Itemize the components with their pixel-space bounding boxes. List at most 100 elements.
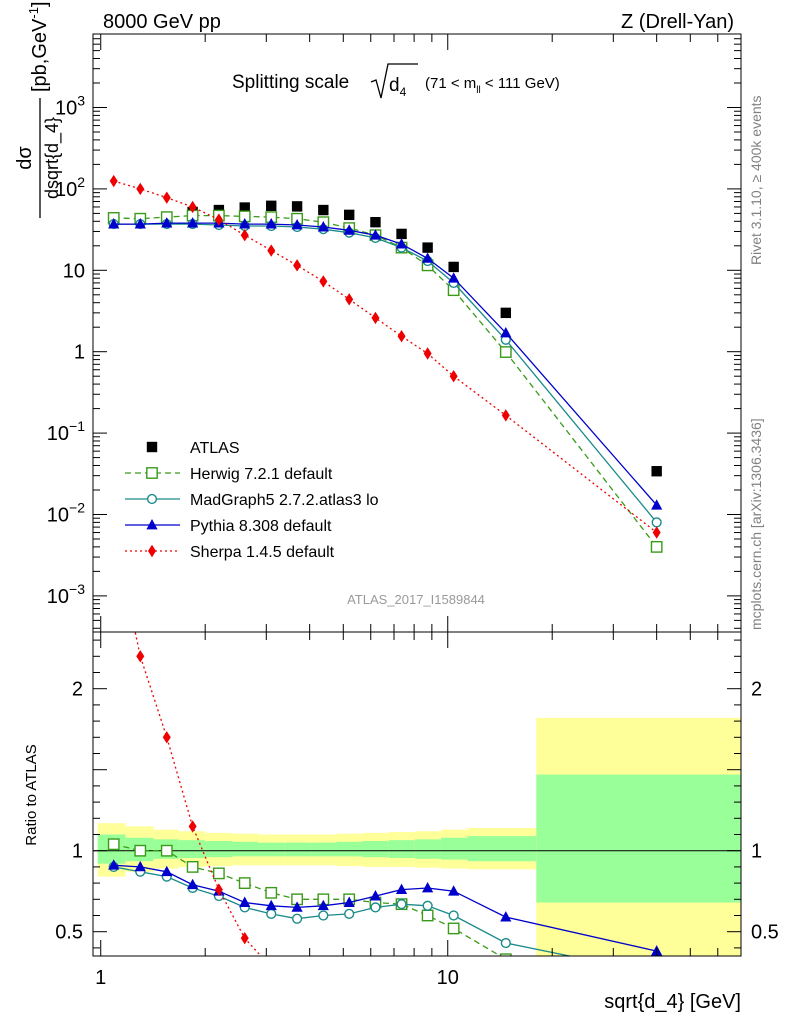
y-tick-label: 103	[55, 93, 85, 120]
ratio-point-3-11	[398, 998, 406, 1010]
main-point-1-15	[650, 540, 663, 553]
band-inner-11	[388, 840, 415, 858]
main-point-4-4	[214, 213, 223, 226]
ratio-y-tick-labels: 0.5 0.5 1 1 2 2	[55, 679, 779, 944]
ratio-point-1-11	[396, 899, 407, 910]
ratio-point-0-13	[447, 922, 460, 935]
ratio-point-2-7	[291, 901, 303, 912]
ratio-point-1-10	[370, 902, 381, 913]
main-point-4-3	[188, 200, 197, 214]
main-point-2-15	[651, 517, 662, 528]
ratio-y-tick-label-left: 0.5	[55, 922, 83, 944]
main-line-2	[113, 223, 658, 523]
y-tick-label: 1	[74, 342, 85, 364]
ratio-point-3-12	[424, 998, 432, 1010]
main-point-0-11	[396, 228, 407, 240]
ratio-point-3-6	[267, 961, 275, 973]
ratio-point-0-3	[186, 861, 199, 873]
ratio-point-3-4	[214, 883, 223, 896]
main-point-0-15	[651, 466, 662, 477]
main-y-tick-labels: 10−3 10−2 10−1 1 10 102 103	[47, 93, 85, 608]
main-point-4-1	[136, 182, 145, 196]
main-point-4-5	[240, 228, 249, 242]
ratio-line-1	[113, 866, 573, 956]
ratio-point-0-2	[160, 844, 173, 857]
main-point-3-0	[108, 218, 120, 229]
ratio-y-tick-label-left: 1	[72, 841, 83, 863]
main-point-4-7	[293, 259, 302, 272]
band-inner-15	[536, 774, 741, 903]
plot-title-cut: (71 < mll < 111 GeV)	[425, 75, 560, 96]
plot-title: Splitting scale	[232, 72, 349, 93]
ratio-point-3-3	[188, 820, 197, 833]
main-series-4	[109, 174, 661, 539]
main-point-4-2	[162, 191, 171, 204]
main-series	[107, 174, 663, 553]
ratio-point-1-14	[500, 937, 511, 949]
y-tick-label: 10	[63, 260, 85, 282]
y-tick-label: 10−3	[47, 581, 85, 608]
ratio-y-tick-label-right: 2	[751, 679, 762, 701]
legend-label-4: Sherpa 1.4.5 default	[190, 544, 335, 561]
main-point-4-0	[109, 174, 118, 188]
main-point-0-6	[266, 200, 277, 212]
ratio-series-2	[108, 859, 663, 956]
ratio-point-2-2	[161, 865, 173, 877]
main-ticks	[93, 33, 741, 629]
ratio-point-0-0	[107, 838, 120, 851]
ratio-y-tick-label-left: 2	[72, 679, 83, 701]
main-point-0-10	[370, 216, 381, 228]
x-ticks	[100, 34, 742, 956]
main-point-3-5	[239, 218, 251, 229]
ratio-point-2-5	[239, 896, 251, 907]
x-tick-labels: 1 10	[95, 967, 459, 989]
ratio-point-3-15	[653, 977, 661, 989]
ratio-y-tick-label-right: 0.5	[751, 922, 779, 944]
legend-entry-1: Herwig 7.2.1 default	[125, 466, 333, 483]
main-point-3-6	[265, 218, 277, 229]
mcplots-label: mcplots.cern.ch [arXiv:1306.3436]	[748, 418, 764, 630]
main-point-1-14	[499, 346, 512, 358]
y-tick-label: 10−1	[47, 418, 85, 445]
ratio-point-3-10	[371, 996, 379, 1008]
legend-marker-1	[146, 467, 158, 479]
main-series-3	[108, 217, 663, 510]
main-point-4-9	[345, 293, 354, 306]
legend-label-1: Herwig 7.2.1 default	[190, 466, 333, 483]
main-point-3-11	[395, 238, 408, 249]
plot-title-text: Splitting scale	[232, 72, 349, 93]
legend-entry-2: MadGraph5 2.7.2.atlas3 lo	[125, 492, 379, 509]
band-inner-8	[310, 842, 337, 857]
ratio-point-2-11	[395, 883, 408, 894]
main-point-3-9	[343, 224, 355, 235]
main-point-3-3	[187, 217, 199, 228]
main-point-3-14	[500, 326, 512, 338]
ratio-point-1-15	[652, 969, 661, 978]
ratio-uncertainty-bands	[97, 717, 741, 956]
ratio-point-3-7	[293, 976, 301, 988]
ratio-point-2-14	[500, 911, 512, 922]
main-point-0-8	[318, 204, 329, 216]
ratio-point-1-13	[448, 910, 459, 921]
ratio-point-3-13	[450, 999, 458, 1011]
main-point-0-13	[448, 261, 459, 273]
main-point-4-8	[319, 275, 328, 288]
legend-marker-3	[146, 519, 158, 530]
y-tick-label: 10−2	[47, 499, 85, 526]
legend-entry-4: Sherpa 1.4.5 default	[125, 544, 335, 561]
band-inner-14	[467, 836, 537, 862]
ratio-point-0-14	[499, 953, 512, 956]
ratio-point-3-8	[319, 985, 327, 997]
ratio-point-2-1	[134, 860, 146, 872]
ylabel-units: [pb,GeV-1]	[26, 1, 51, 92]
band-inner-4	[205, 840, 233, 858]
band-inner-12	[414, 839, 441, 859]
main-line-3	[113, 222, 658, 506]
ratio-series	[107, 632, 663, 1011]
ratio-point-2-6	[265, 899, 277, 911]
ratio-series-3	[134, 632, 661, 1011]
header-left: 8000 GeV pp	[103, 11, 221, 33]
legend-entry-0: ATLAS	[146, 440, 240, 457]
legend-label-2: MadGraph5 2.7.2.atlas3 lo	[190, 492, 379, 509]
ratio-point-2-8	[317, 899, 329, 911]
